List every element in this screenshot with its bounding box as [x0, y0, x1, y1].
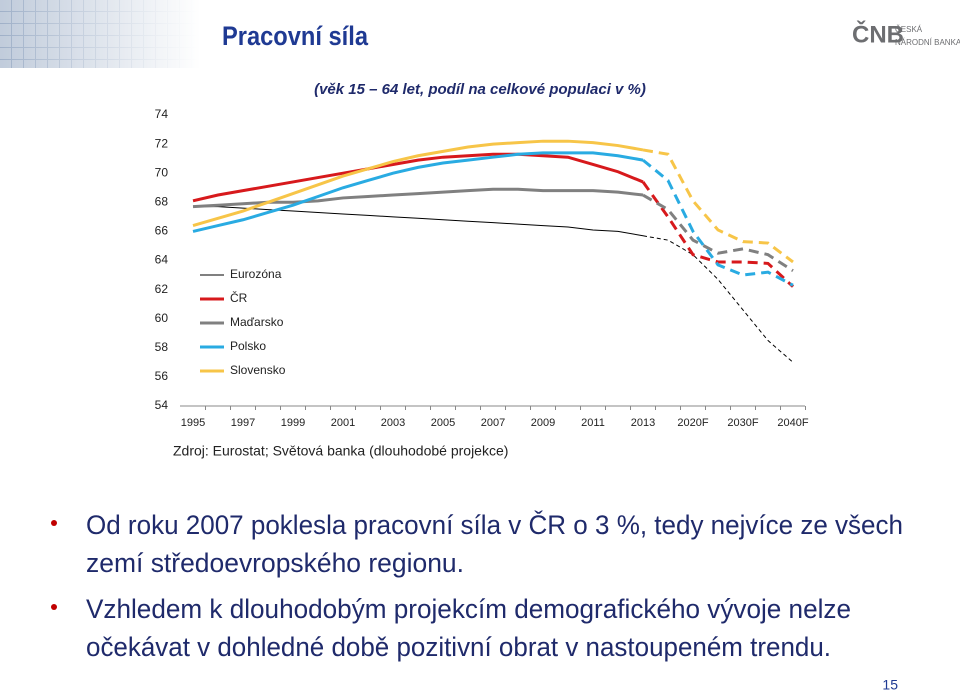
y-tick-label: 56: [155, 369, 169, 383]
chart-title: (věk 15 – 64 let, podíl na celkové popul…: [314, 81, 646, 98]
logo-text: ČESKÁ: [895, 25, 923, 34]
chart-source: Zdroj: Eurostat; Světová banka (dlouhodo…: [173, 443, 508, 459]
x-tick-label: 2030F: [727, 417, 758, 429]
legend-label: Polsko: [230, 339, 266, 353]
x-tick-label: 1995: [181, 417, 205, 429]
y-tick-label: 74: [155, 107, 169, 121]
y-tick-label: 64: [155, 253, 169, 267]
y-tick-label: 54: [155, 398, 169, 412]
series-line: [192, 152, 644, 203]
x-tick-label: 2003: [381, 417, 405, 429]
x-tick-label: 2011: [581, 417, 605, 429]
bullets: Od roku 2007 poklesla pracovní síla v ČR…: [51, 509, 903, 662]
x-tick-label: 1999: [281, 417, 305, 429]
y-tick-label: 68: [155, 194, 169, 208]
legend-label: Slovensko: [230, 363, 286, 377]
legend-label: Maďarsko: [230, 315, 284, 329]
bullet-dot: [51, 604, 57, 610]
x-tick-label: 2040F: [777, 417, 808, 429]
logo: ČNB ČESKÁ NÁRODNÍ BANKA: [852, 20, 960, 48]
y-tick-label: 62: [155, 282, 169, 296]
x-tick-label: 2020F: [677, 417, 708, 429]
logo-text: NÁRODNÍ BANKA: [895, 38, 960, 47]
x-tick-label: 2009: [531, 417, 555, 429]
slide-title: Pracovní síla: [222, 21, 369, 51]
bullet-text: zemí středoevropského regionu.: [86, 548, 464, 578]
series-line: [192, 139, 644, 228]
y-tick-label: 72: [155, 136, 169, 150]
series-line-dashed: [642, 148, 794, 264]
bullet-dot: [51, 520, 57, 526]
series-line-dashed: [642, 158, 794, 287]
y-tick-label: 58: [155, 340, 169, 354]
header-decoration: [0, 0, 200, 68]
x-tick-label: 2013: [631, 417, 655, 429]
series-line: [193, 206, 644, 237]
page-number: 15: [882, 677, 898, 693]
y-tick-label: 60: [155, 311, 169, 325]
legend-label: Eurozóna: [230, 267, 282, 281]
y-tick-label: 66: [155, 224, 169, 238]
logo-mark: ČNB: [852, 20, 904, 48]
bullet-text: Vzhledem k dlouhodobým projekcím demogra…: [86, 594, 851, 624]
series-line-dashed: [641, 181, 795, 288]
x-tick-label: 2005: [431, 417, 455, 429]
series-line: [192, 151, 644, 233]
bullet-text: Od roku 2007 poklesla pracovní síla v ČR…: [86, 509, 903, 540]
x-tick-label: 1997: [231, 417, 255, 429]
y-tick-label: 70: [155, 165, 169, 179]
series-line-dashed: [642, 235, 794, 363]
series-line-dashed: [642, 193, 794, 272]
x-tick-label: 2007: [481, 417, 505, 429]
x-tick-label: 2001: [331, 417, 355, 429]
bullet-text: očekávat v dohledné době pozitivní obrat…: [86, 632, 831, 662]
legend-label: ČR: [230, 290, 248, 305]
